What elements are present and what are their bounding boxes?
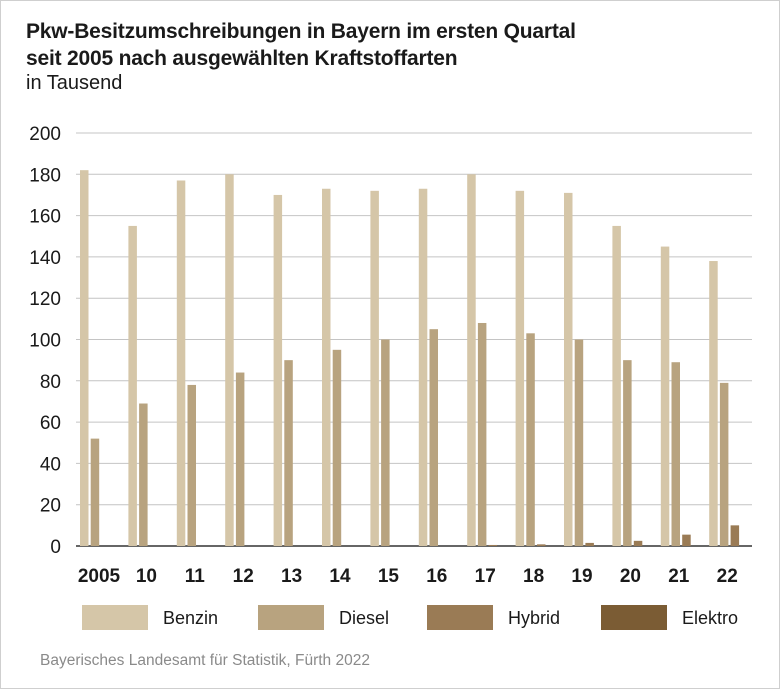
legend-label-diesel: Diesel <box>339 608 389 628</box>
bar-diesel-19 <box>574 339 584 546</box>
y-tick-label: 200 <box>29 124 61 145</box>
bar-hybrid-19 <box>585 542 594 546</box>
bar-hybrid-18 <box>537 544 546 546</box>
y-tick-label: 100 <box>29 331 61 352</box>
bar-diesel-15 <box>381 339 390 546</box>
x-tick-label: 12 <box>233 566 254 587</box>
bar-benzin-2005 <box>80 170 89 547</box>
y-tick-label: 60 <box>40 413 61 434</box>
chart-title: Pkw-Besitzumschreibungen in Bayern im er… <box>26 18 576 72</box>
bar-diesel-22 <box>719 382 729 546</box>
y-tick-label: 80 <box>40 372 61 393</box>
bar-hybrid-22 <box>730 525 740 546</box>
x-tick-label: 21 <box>668 566 690 587</box>
legend-swatch-elektro <box>601 605 667 630</box>
bar-benzin-18 <box>515 190 525 546</box>
y-tick-label: 140 <box>29 248 61 269</box>
bar-benzin-14 <box>322 188 331 546</box>
legend-label-hybrid: Hybrid <box>508 608 560 628</box>
bar-hybrid-21 <box>682 534 691 546</box>
bar-diesel-2005 <box>90 438 100 546</box>
bar-benzin-19 <box>564 192 573 546</box>
legend: Benzin Diesel Hybrid Elektro <box>82 605 738 630</box>
bars <box>80 170 740 547</box>
bar-benzin-20 <box>612 225 621 547</box>
x-tick-label: 10 <box>136 566 157 587</box>
y-tick-label: 180 <box>29 165 61 186</box>
bar-benzin-10 <box>128 225 137 547</box>
bar-benzin-12 <box>225 174 234 547</box>
bar-benzin-21 <box>660 246 670 546</box>
x-tick-label: 13 <box>281 566 302 587</box>
y-tick-label: 0 <box>50 537 61 558</box>
legend-label-elektro: Elektro <box>682 608 738 628</box>
legend-swatch-hybrid <box>427 605 493 630</box>
y-tick-label: 40 <box>40 454 61 475</box>
bar-benzin-15 <box>370 190 379 546</box>
bar-benzin-22 <box>709 261 718 546</box>
x-tick-label: 16 <box>426 566 447 587</box>
bar-diesel-21 <box>671 362 680 546</box>
x-axis-ticks: 2005 10 11 12 13 14 15 16 17 18 19 20 21 22 <box>78 566 738 587</box>
bar-diesel-13 <box>284 360 293 546</box>
bar-diesel-12 <box>235 372 245 546</box>
source-note: Bayerisches Landesamt für Statistik, Für… <box>40 652 370 669</box>
bar-benzin-13 <box>273 194 283 546</box>
legend-label-benzin: Benzin <box>163 608 218 628</box>
x-tick-label: 18 <box>523 566 544 587</box>
bar-hybrid-17 <box>488 544 498 546</box>
legend-swatch-diesel <box>258 605 324 630</box>
x-tick-label: 11 <box>185 566 206 587</box>
x-tick-label: 19 <box>571 566 592 587</box>
x-tick-label: 14 <box>329 566 351 587</box>
bar-hybrid-20 <box>633 540 643 546</box>
bar-benzin-11 <box>176 180 186 546</box>
y-tick-label: 120 <box>29 289 61 310</box>
bar-diesel-10 <box>139 403 148 546</box>
y-tick-label: 20 <box>40 496 61 517</box>
bar-diesel-11 <box>187 384 196 546</box>
gridlines <box>76 132 752 547</box>
bar-benzin-17 <box>467 174 476 547</box>
bar-diesel-20 <box>623 360 632 546</box>
chart-subtitle: in Tausend <box>26 72 123 94</box>
bar-diesel-16 <box>429 329 438 546</box>
legend-swatch-benzin <box>82 605 148 630</box>
x-tick-label: 2005 <box>78 566 121 587</box>
bar-diesel-18 <box>526 333 535 546</box>
chart-title-line-2: seit 2005 nach ausgewählten Kraftstoffar… <box>26 47 458 70</box>
bar-diesel-14 <box>332 349 342 546</box>
y-tick-label: 160 <box>29 207 61 228</box>
bar-benzin-16 <box>418 188 428 546</box>
chart-title-line-1: Pkw-Besitzumschreibungen in Bayern im er… <box>26 20 576 43</box>
x-tick-label: 22 <box>717 566 738 587</box>
bar-diesel-17 <box>477 322 487 546</box>
x-tick-label: 17 <box>475 566 496 587</box>
x-tick-label: 20 <box>620 566 641 587</box>
x-tick-label: 15 <box>378 566 400 587</box>
y-axis-ticks: 0 20 40 60 80 100 120 140 160 180 200 <box>29 124 61 558</box>
